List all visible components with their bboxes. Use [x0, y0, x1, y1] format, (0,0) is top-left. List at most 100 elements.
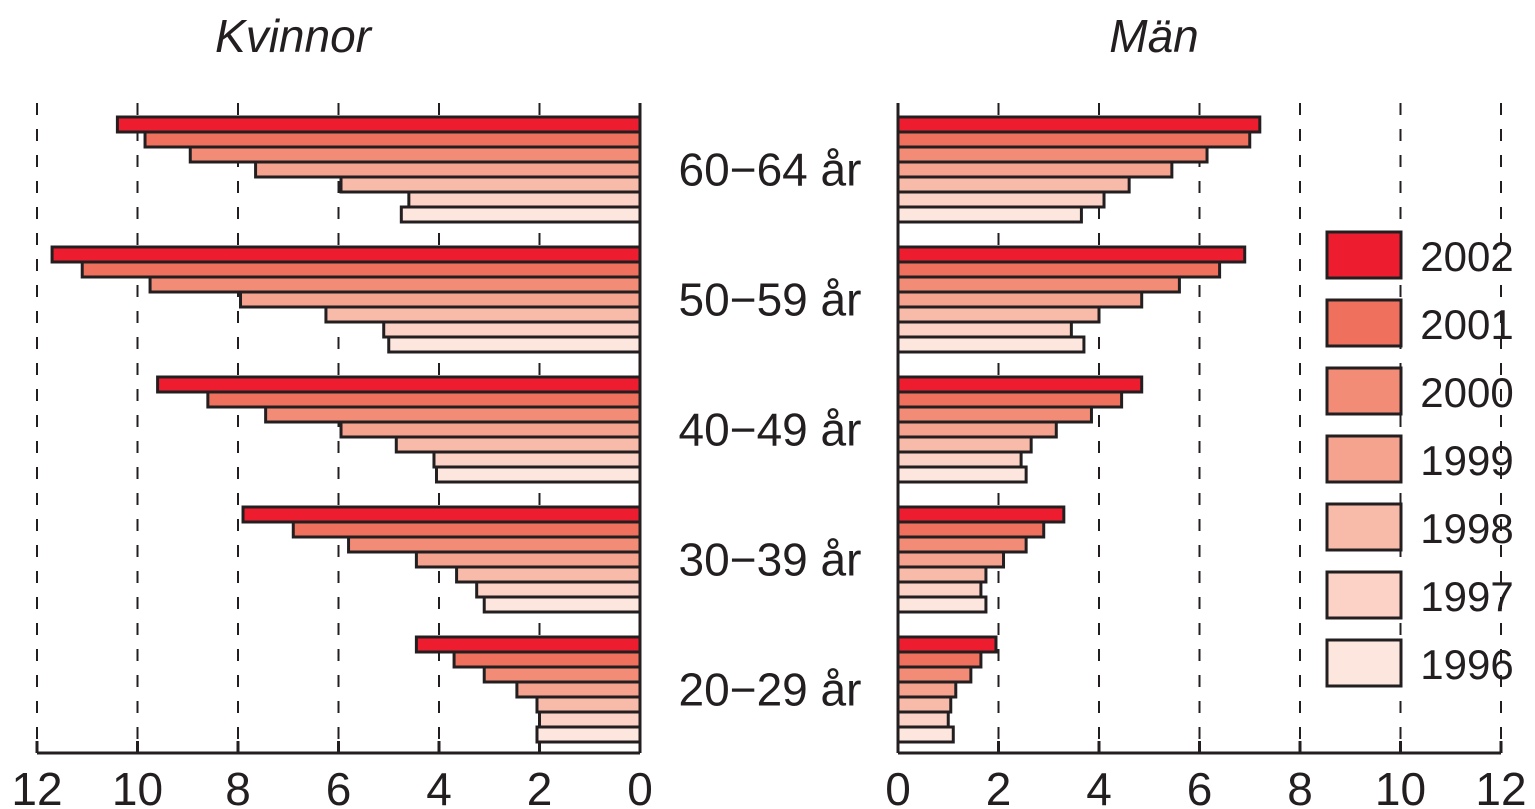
labels: 0 2 4 6 8 10 12 Kvinnor 0 2 4 6 8 10 12 Män 60−64 år 50−5…	[11, 10, 1526, 809]
legend-label-1998: 1998	[1420, 505, 1513, 552]
kvinnor-bar-2000-4	[347, 535, 642, 554]
man-bar-2000-2	[896, 275, 1181, 294]
man-bar-2000-5	[896, 665, 973, 684]
kvinnor-bar-1999-4	[414, 550, 642, 569]
kvinnor-bar-1997-2	[382, 320, 642, 339]
kvinnor-bar-1998-5	[535, 695, 642, 714]
kvinnor-bar-2000-5	[482, 665, 642, 684]
kvinnor-bar-2002-2	[50, 245, 642, 264]
man-tick-label-6: 6	[1187, 763, 1213, 809]
man-panel-title: Män	[1109, 10, 1198, 62]
kvinnor-bar-1998-2	[324, 305, 642, 324]
kvinnor-bar-2002-3	[156, 375, 642, 394]
kvinnor-tick-label-12: 12	[11, 763, 62, 809]
age-group-label-3: 40−49 år	[679, 404, 862, 456]
age-group-label-4: 30−39 år	[679, 534, 862, 586]
man-bar-1997-5	[896, 710, 950, 729]
kvinnor-bar-2001-5	[452, 650, 642, 669]
man-bar-1997-1	[896, 190, 1106, 209]
kvinnor-bar-2000-2	[148, 275, 642, 294]
legend-label-1996: 1996	[1420, 641, 1513, 688]
kvinnor-bar-2002-4	[241, 505, 642, 524]
legend: 2002 2001 2000 1999 1998 1997 1996	[1325, 230, 1514, 688]
man-bar-1996-1	[896, 205, 1083, 224]
kvinnor-bar-1998-1	[339, 175, 642, 194]
man-bar-1998-3	[896, 435, 1033, 454]
kvinnor-bar-2000-3	[264, 405, 642, 424]
man-bar-2001-4	[896, 520, 1046, 539]
man-bar-2000-1	[896, 145, 1209, 164]
age-group-label-1: 60−64 år	[679, 144, 862, 196]
kvinnor-bar-2001-3	[206, 390, 642, 409]
kvinnor-bar-1996-2	[387, 335, 642, 354]
man-bar-1999-4	[896, 550, 1006, 569]
man-tick-label-8: 8	[1287, 763, 1313, 809]
man-bar-2002-2	[896, 245, 1247, 264]
kvinnor-bar-2001-1	[143, 130, 642, 149]
bars	[50, 115, 1262, 744]
kvinnor-bar-2001-2	[80, 260, 642, 279]
man-bar-2000-3	[896, 405, 1093, 424]
man-bar-2002-5	[896, 635, 998, 654]
kvinnor-bar-1999-2	[239, 290, 642, 309]
man-bar-2002-3	[896, 375, 1144, 394]
kvinnor-bar-1999-1	[254, 160, 642, 179]
man-bar-2001-3	[896, 390, 1124, 409]
kvinnor-bar-1996-1	[399, 205, 642, 224]
kvinnor-bar-1997-5	[538, 710, 642, 729]
kvinnor-bar-1998-4	[455, 565, 642, 584]
kvinnor-bar-2002-5	[414, 635, 642, 654]
kvinnor-bar-1997-1	[407, 190, 642, 209]
kvinnor-tick-label-2: 2	[527, 763, 553, 809]
man-bar-1997-2	[896, 320, 1073, 339]
kvinnor-panel-title: Kvinnor	[215, 10, 373, 62]
legend-swatch-2001	[1325, 298, 1403, 348]
man-bar-2001-5	[896, 650, 983, 669]
age-group-label-2: 50−59 år	[679, 274, 862, 326]
kvinnor-bar-1996-4	[482, 595, 642, 614]
kvinnor-tick-label-6: 6	[326, 763, 352, 809]
man-bar-1999-5	[896, 680, 958, 699]
kvinnor-tick-label-8: 8	[225, 763, 251, 809]
kvinnor-tick-label-0: 0	[627, 763, 653, 809]
kvinnor-bar-1997-3	[432, 450, 642, 469]
man-bar-1999-2	[896, 290, 1144, 309]
man-tick-label-2: 2	[986, 763, 1012, 809]
man-bar-1996-4	[896, 595, 988, 614]
legend-swatch-1997	[1325, 570, 1403, 620]
man-bar-2001-2	[896, 260, 1222, 279]
kvinnor-bar-1996-5	[535, 725, 642, 744]
legend-swatch-1999	[1325, 434, 1403, 484]
man-bar-1998-4	[896, 565, 988, 584]
legend-swatch-1998	[1325, 502, 1403, 552]
axes	[35, 103, 1503, 755]
legend-label-2000: 2000	[1420, 369, 1513, 416]
man-bar-1998-5	[896, 695, 953, 714]
legend-label-1999: 1999	[1420, 437, 1513, 484]
kvinnor-bar-2002-1	[115, 115, 642, 134]
kvinnor-tick-label-10: 10	[112, 763, 163, 809]
man-bar-1996-5	[896, 725, 955, 744]
man-tick-label-4: 4	[1086, 763, 1112, 809]
legend-swatch-1996	[1325, 638, 1403, 688]
kvinnor-bar-1996-3	[434, 465, 642, 484]
legend-label-2001: 2001	[1420, 301, 1513, 348]
kvinnor-bar-1999-3	[339, 420, 642, 439]
kvinnor-bar-1998-3	[394, 435, 642, 454]
kvinnor-bar-1999-5	[515, 680, 642, 699]
kvinnor-bar-2001-4	[291, 520, 642, 539]
man-bar-1997-3	[896, 450, 1023, 469]
legend-swatch-2002	[1325, 230, 1403, 280]
legend-label-1997: 1997	[1420, 573, 1513, 620]
age-group-label-5: 20−29 år	[679, 664, 862, 716]
man-bar-1996-2	[896, 335, 1086, 354]
man-bar-2002-4	[896, 505, 1066, 524]
kvinnor-tick-label-4: 4	[426, 763, 452, 809]
man-bar-1999-3	[896, 420, 1058, 439]
man-bar-1998-2	[896, 305, 1101, 324]
legend-swatch-2000	[1325, 366, 1403, 416]
man-bar-2002-1	[896, 115, 1262, 134]
man-tick-label-12: 12	[1475, 763, 1526, 809]
kvinnor-bar-2000-1	[188, 145, 642, 164]
